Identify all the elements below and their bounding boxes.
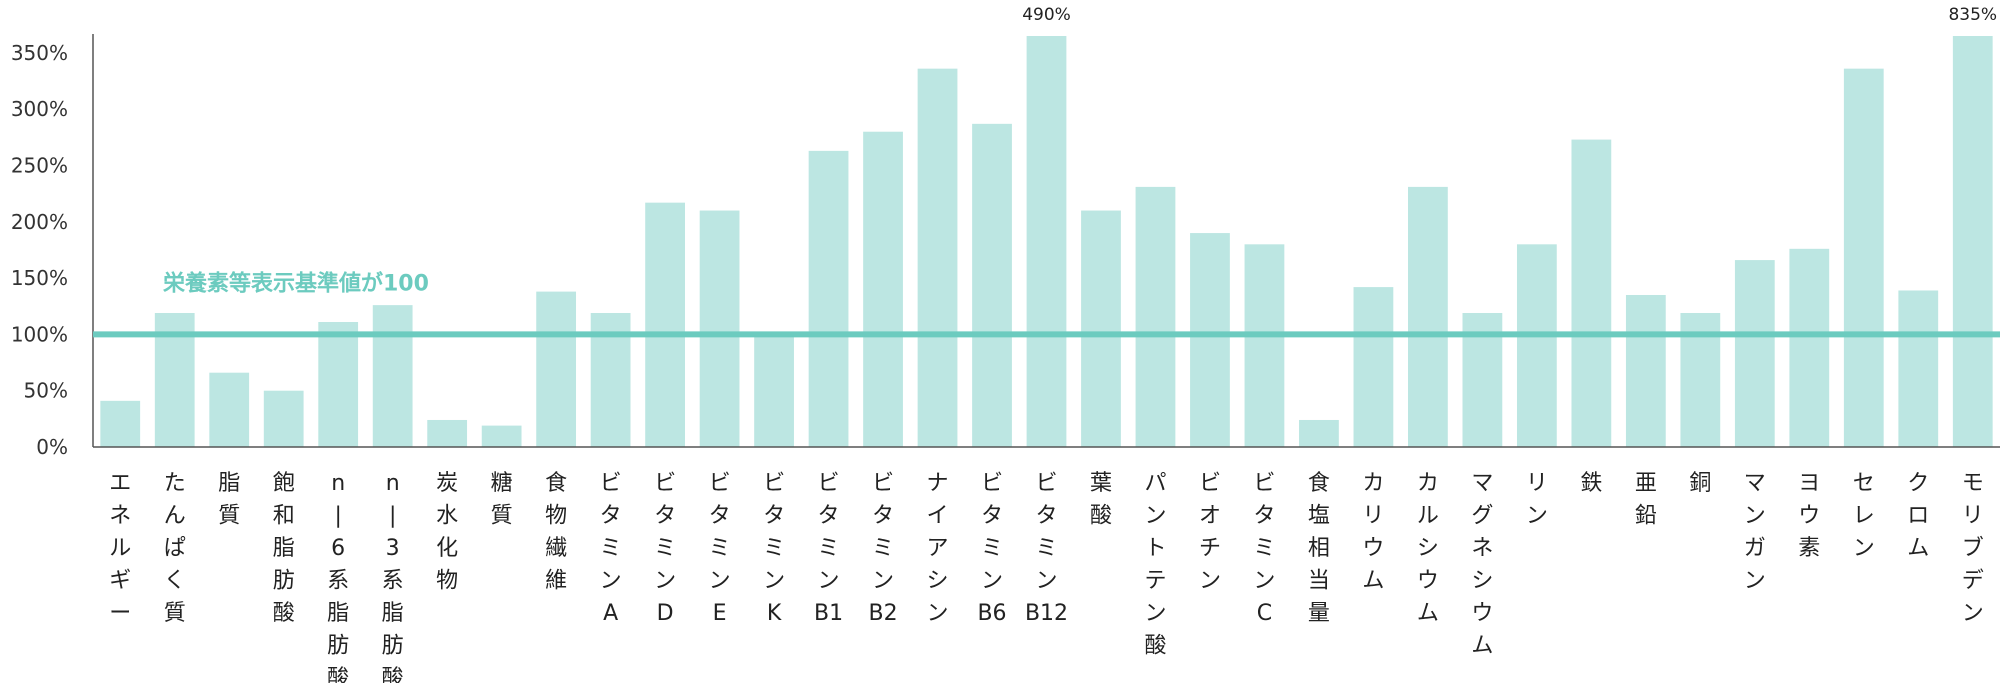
bar [1625, 294, 1666, 447]
x-category-label: モリブデン [1962, 471, 1984, 626]
x-category-label: 炭水化物 [436, 471, 458, 594]
x-category-label: n | 6 系脂肪酸 [327, 471, 349, 683]
bar [481, 425, 522, 447]
y-axis-tick-labels: 0% 50% 100% 150% 200% 250% 300% 350% [11, 41, 68, 459]
bar [1408, 186, 1448, 447]
x-category-label: ビタミン B1 [814, 471, 843, 626]
y-tick-label: 100% [11, 322, 68, 346]
x-category-label: 鉄 [1580, 471, 1602, 496]
bar [1190, 233, 1230, 447]
x-category-label: マンガン [1744, 471, 1766, 594]
x-category-label: リン [1526, 471, 1548, 529]
bar [372, 305, 413, 447]
bar [1843, 68, 1884, 448]
x-category-label: ビタミン E [709, 471, 731, 626]
y-tick-label: 50% [24, 379, 68, 403]
bar [318, 322, 359, 447]
bar [699, 210, 740, 447]
bar-value-label: 490% [1022, 5, 1071, 25]
bar [1026, 36, 1067, 447]
bar [1898, 290, 1939, 447]
bar [1299, 419, 1339, 447]
y-tick-label: 200% [11, 210, 68, 234]
bar [1571, 139, 1612, 447]
x-category-label: ビタミン B6 [977, 471, 1006, 626]
bar [754, 333, 794, 447]
x-category-label: 銅 [1689, 471, 1711, 496]
bars [100, 36, 1993, 448]
y-tick-label: 350% [11, 41, 68, 65]
category-labels: エネルギー たんぱく質 脂質 飽和脂肪酸 n | 6 系脂肪酸 n | 3 系脂肪酸 炭水化物 糖質 食物繊… [109, 471, 1984, 683]
reference-line-label: 栄養素等表示基準値が100 [162, 270, 429, 296]
x-category-label: カルシウム [1417, 471, 1439, 626]
bar-value-label: 835% [1948, 5, 1997, 25]
bar [209, 372, 250, 447]
x-category-label: 食塩相当量 [1308, 471, 1330, 626]
bar [1081, 210, 1121, 447]
x-category-label: セレン [1853, 471, 1875, 561]
bar [263, 390, 304, 447]
y-tick-label: 250% [11, 153, 68, 177]
x-category-label: n | 3 系脂肪酸 [382, 471, 404, 683]
bar [1734, 260, 1775, 447]
bar [917, 68, 958, 448]
y-tick-label: 0% [36, 435, 68, 459]
x-category-label: たんぱく質 [164, 471, 186, 626]
x-category-label: ビタミン A [600, 471, 622, 626]
y-tick-label: 300% [11, 97, 68, 121]
bar [645, 202, 685, 447]
x-category-label: 亜鉛 [1635, 471, 1657, 529]
bar [972, 123, 1012, 447]
bar [1789, 248, 1830, 447]
bar [1244, 244, 1285, 447]
x-category-label: マグネシウム [1471, 471, 1493, 659]
bar [808, 150, 849, 447]
x-category-label: 食物繊維 [545, 471, 567, 594]
x-category-label: ビオチン [1199, 471, 1221, 594]
bar [100, 400, 141, 447]
x-category-label: カリウム [1362, 471, 1384, 594]
x-category-label: ビタミン B2 [868, 471, 897, 626]
x-category-label: ビタミン C [1253, 471, 1275, 626]
x-category-label: エネルギー [109, 471, 131, 626]
y-tick-label: 150% [11, 266, 68, 290]
x-category-label: 飽和脂肪酸 [273, 471, 295, 626]
x-category-label: ビタミン B12 [1025, 471, 1068, 626]
x-category-label: パントテン酸 [1144, 471, 1166, 659]
bar [427, 419, 468, 447]
x-category-label: 葉酸 [1090, 471, 1112, 529]
bar [1353, 287, 1394, 447]
x-category-label: クロム [1907, 471, 1929, 561]
bar [1135, 186, 1176, 447]
overflow-value-labels: 490% 835% [1022, 5, 1997, 25]
x-category-label: ナイアシン [927, 471, 949, 626]
bar [1952, 36, 1993, 447]
x-category-label: 脂質 [218, 471, 240, 529]
bar [863, 131, 903, 447]
x-category-label: 糖質 [491, 471, 513, 529]
x-category-label: ヨウ素 [1798, 471, 1820, 561]
bar [536, 291, 577, 447]
x-category-label: ビタミン D [654, 471, 676, 626]
bar [1516, 244, 1557, 447]
x-category-label: ビタミン K [763, 471, 785, 626]
